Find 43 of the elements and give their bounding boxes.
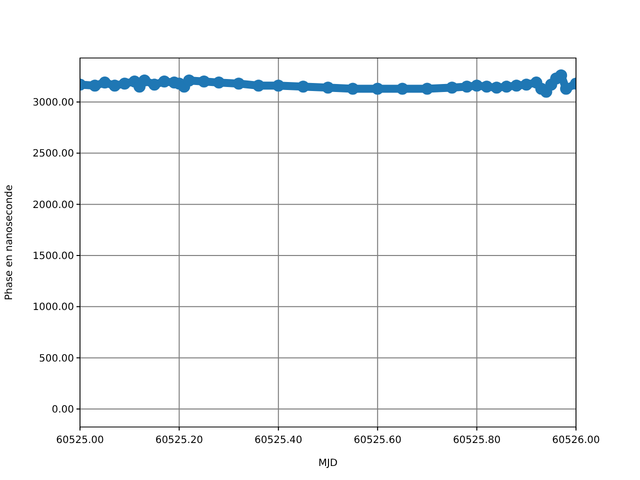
point — [183, 74, 196, 87]
x-tick-label: 60525.40 — [254, 435, 302, 446]
x-tick-label: 60525.60 — [354, 435, 402, 446]
y-tick-label: 0.00 — [52, 404, 74, 416]
point — [372, 82, 384, 95]
point — [470, 80, 483, 92]
point — [500, 80, 513, 93]
point — [480, 80, 493, 93]
point — [396, 82, 408, 95]
point — [460, 80, 473, 93]
point — [98, 76, 111, 89]
y-tick-label: 3000.00 — [32, 98, 74, 108]
point — [297, 80, 310, 93]
point — [252, 80, 265, 92]
y-axis-title: Phase en nanoseconde — [4, 184, 15, 300]
point — [108, 80, 121, 92]
point — [212, 76, 225, 89]
point — [421, 82, 434, 95]
point — [148, 78, 160, 91]
point — [88, 80, 101, 92]
x-tick-label: 60525.80 — [452, 435, 501, 446]
x-axis-title: MJD — [318, 458, 338, 469]
point — [198, 76, 210, 88]
point — [560, 82, 572, 95]
x-tick-label: 60526.00 — [552, 435, 600, 446]
point — [322, 82, 334, 94]
point — [138, 74, 150, 87]
point — [346, 82, 359, 95]
point — [446, 82, 458, 94]
y-tick-label: 1500.00 — [32, 250, 74, 262]
point — [118, 78, 131, 90]
point — [520, 78, 532, 91]
y-tick-label: 500.00 — [39, 353, 74, 364]
point — [272, 80, 284, 92]
point — [510, 80, 522, 92]
y-tick-label: 2500.00 — [32, 148, 74, 160]
x-tick-label: 60525.20 — [155, 435, 204, 446]
point — [490, 82, 503, 94]
y-tick-label: 1000.00 — [32, 302, 74, 314]
point — [232, 78, 245, 90]
x-tick-label: 60525.00 — [56, 435, 104, 446]
y-tick-label: 2000.00 — [32, 200, 74, 211]
point — [158, 76, 170, 88]
